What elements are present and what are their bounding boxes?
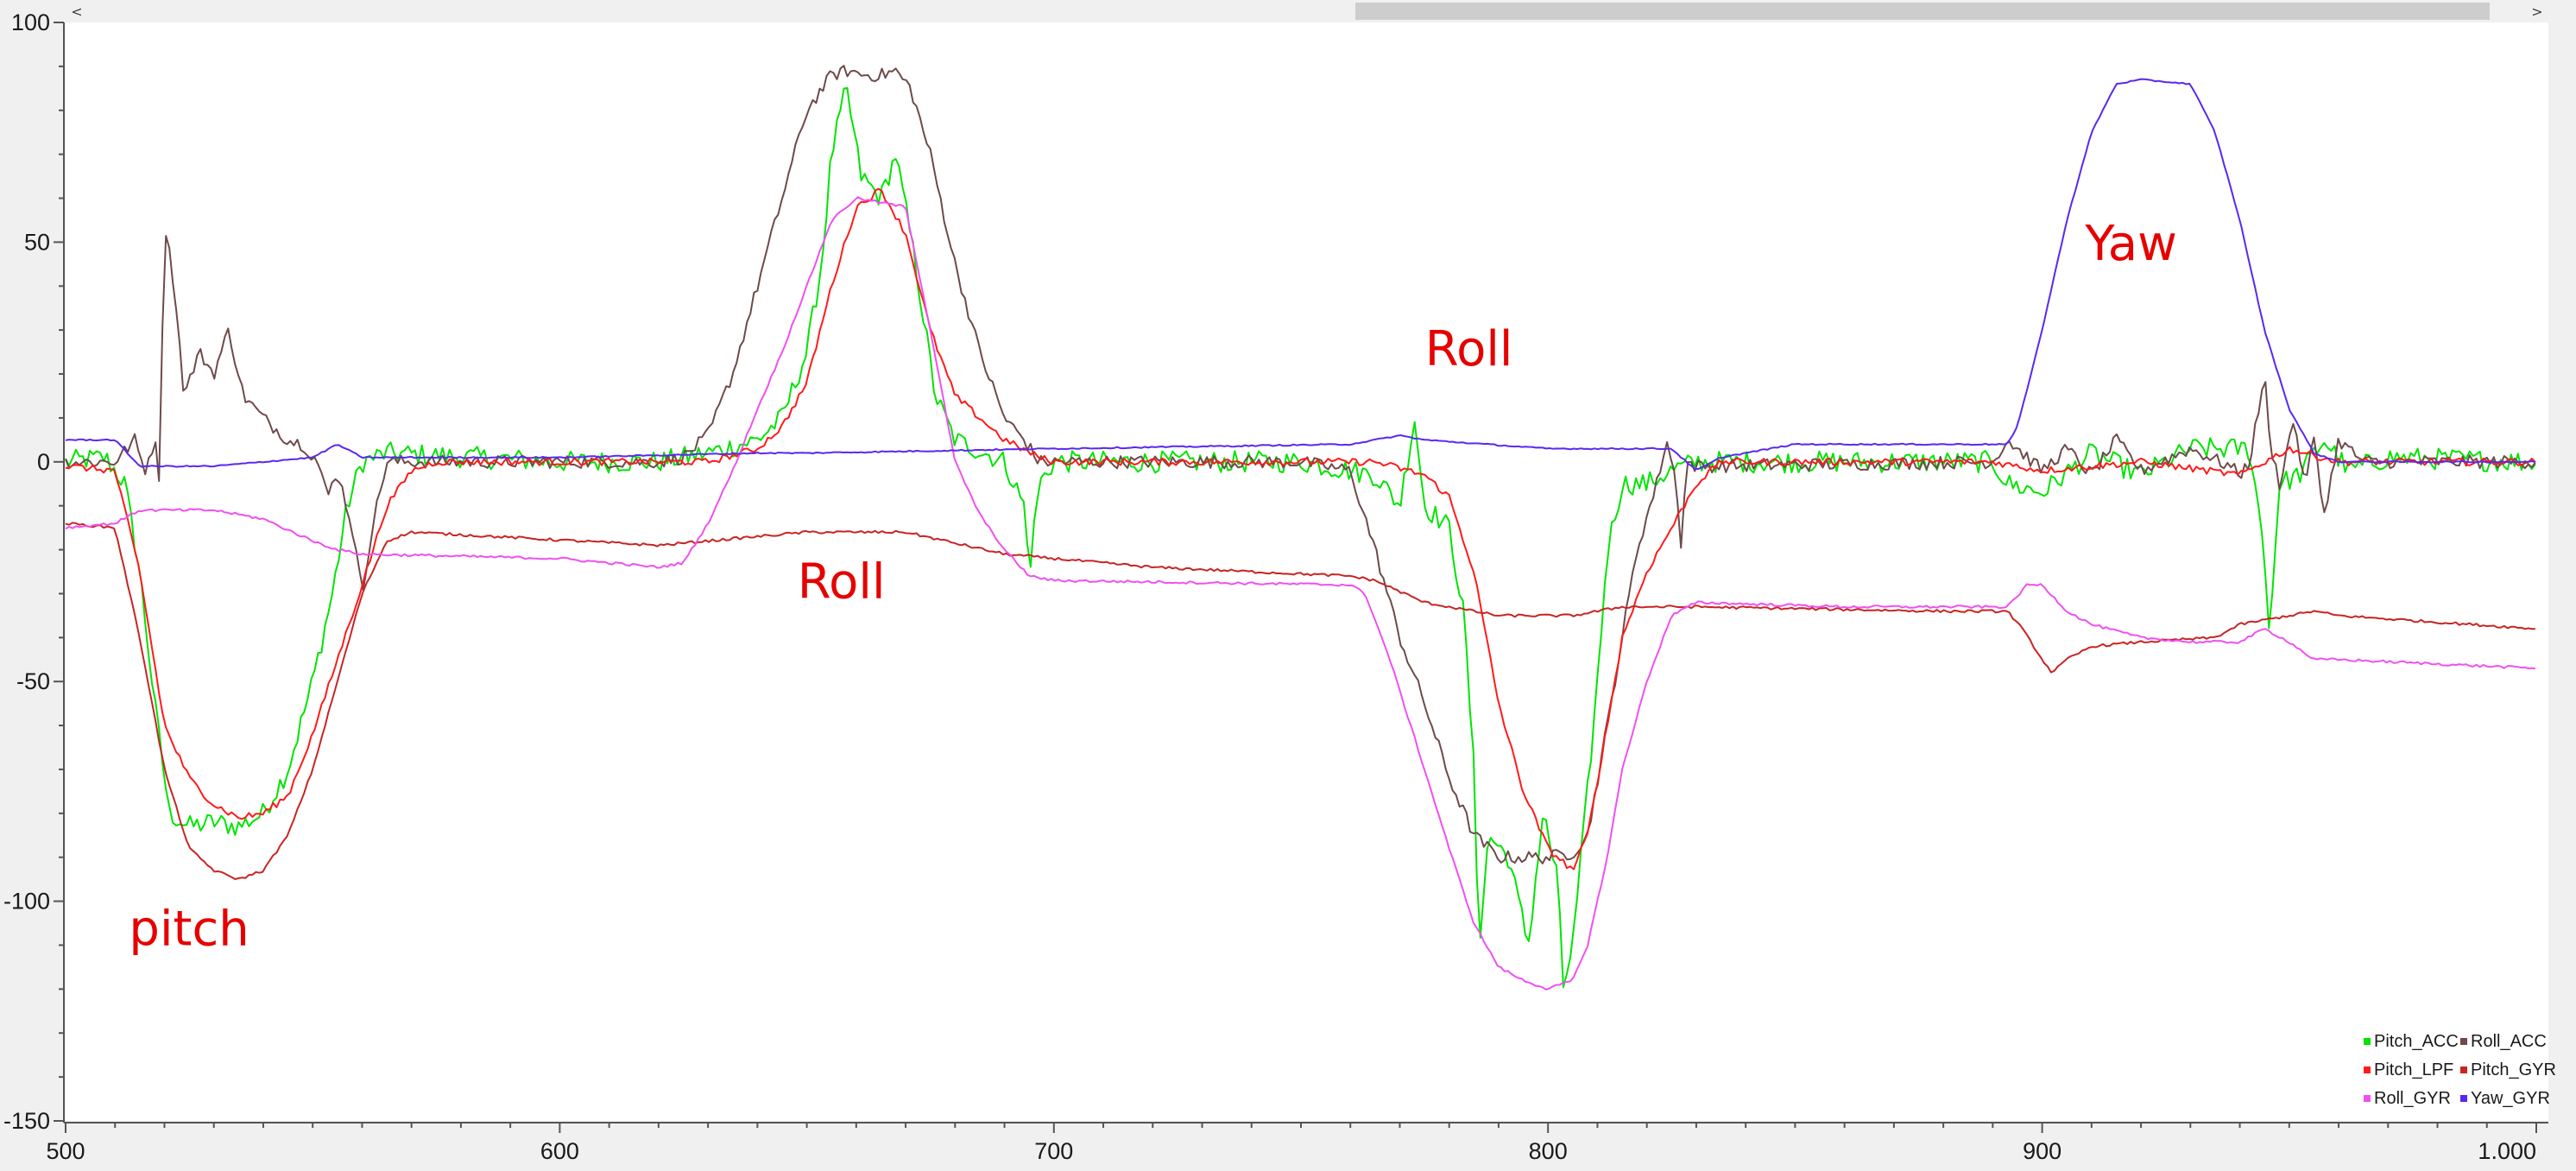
legend-swatch-pitch-acc [2364, 1038, 2371, 1045]
series-line-roll-gyr [65, 196, 2536, 991]
scroll-thumb[interactable] [1355, 3, 2490, 20]
plot-background [66, 22, 2548, 1121]
series-line-pitch-gyr [65, 522, 2535, 880]
y-tick-label: -150 [3, 1108, 50, 1134]
series-layer [65, 65, 2536, 991]
x-tick-label: 600 [540, 1138, 579, 1164]
x-tick-label: 700 [1034, 1138, 1073, 1164]
series-line-yaw-gyr [65, 78, 2536, 471]
y-tick-label: -100 [3, 889, 50, 915]
scroll-right-button[interactable]: > [2531, 3, 2543, 20]
annotation-label: Roll [798, 554, 886, 611]
x-tick-label: 800 [1529, 1138, 1568, 1164]
annotation-label: Yaw [2084, 216, 2177, 272]
legend-label-pitch-acc: Pitch_ACC [2374, 1032, 2459, 1051]
legend-swatch-yaw-gyr [2460, 1095, 2467, 1102]
x-tick-label: 900 [2023, 1138, 2061, 1164]
annotation-label: pitch [129, 901, 249, 957]
annotation-label: Roll [1425, 321, 1513, 377]
y-tick-label: 100 [11, 9, 50, 35]
x-tick-label: 1.000 [2478, 1138, 2536, 1164]
annotation-layer: pitch Roll Roll Yaw [129, 216, 2177, 958]
series-line-pitch-acc [65, 86, 2536, 989]
x-tick-label: 500 [46, 1138, 85, 1164]
legend-swatch-pitch-lpf [2364, 1067, 2371, 1073]
series-line-pitch-lpf [65, 187, 2536, 870]
y-tick-label: 0 [37, 449, 50, 475]
legend-swatch-roll-gyr [2364, 1095, 2371, 1102]
scroll-left-button[interactable]: < [71, 3, 83, 20]
legend-label-pitch-lpf: Pitch_LPF [2374, 1060, 2453, 1079]
legend-swatch-pitch-gyr [2460, 1067, 2467, 1073]
horizontal-scrollbar[interactable]: < > [66, 0, 2548, 22]
legend: Pitch_ACC Roll_ACC Pitch_LPF Pitch_GYR Roll_… [2364, 1032, 2556, 1108]
legend-label-roll-gyr: Roll_GYR [2374, 1089, 2451, 1108]
legend-label-roll-acc: Roll_ACC [2471, 1032, 2547, 1051]
legend-swatch-roll-acc [2460, 1038, 2467, 1045]
y-tick-label: 50 [24, 229, 50, 255]
y-tick-label: -50 [16, 668, 50, 694]
legend-label-pitch-gyr: Pitch_GYR [2471, 1060, 2556, 1079]
series-line-roll-acc [65, 65, 2536, 864]
legend-label-yaw-gyr: Yaw_GYR [2471, 1089, 2550, 1108]
